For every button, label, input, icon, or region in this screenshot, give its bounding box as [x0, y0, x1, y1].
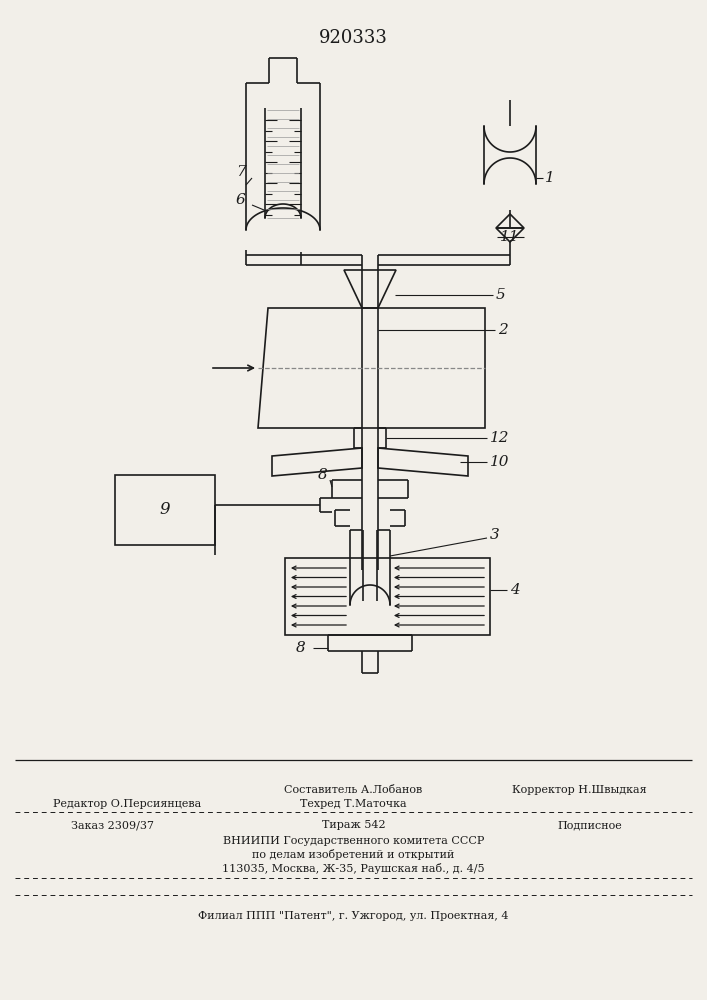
Text: Филиал ППП "Патент", г. Ужгород, ул. Проектная, 4: Филиал ППП "Патент", г. Ужгород, ул. Про…	[198, 911, 509, 921]
Text: 11: 11	[500, 230, 520, 244]
Text: Составитель А.Лобанов: Составитель А.Лобанов	[284, 785, 423, 795]
Text: 113035, Москва, Ж-35, Раушская наб., д. 4/5: 113035, Москва, Ж-35, Раушская наб., д. …	[222, 863, 485, 874]
Text: Редактор О.Персиянцева: Редактор О.Персиянцева	[53, 799, 201, 809]
Text: 9: 9	[160, 502, 170, 518]
Bar	[285, 558, 490, 635]
Text: ВНИИПИ Государственного комитета СССР: ВНИИПИ Государственного комитета СССР	[223, 836, 484, 846]
Text: 8: 8	[318, 468, 328, 482]
Text: 2: 2	[498, 323, 508, 337]
Text: 10: 10	[490, 455, 510, 469]
Text: 12: 12	[490, 431, 510, 445]
Text: 4: 4	[510, 583, 520, 597]
Text: Подписное: Подписное	[557, 820, 622, 830]
Text: 1: 1	[545, 171, 555, 185]
Text: Корректор Н.Швыдкая: Корректор Н.Швыдкая	[513, 785, 647, 795]
Text: по делам изобретений и открытий: по делам изобретений и открытий	[252, 850, 455, 860]
Text: 920333: 920333	[319, 29, 387, 47]
Text: 6: 6	[236, 193, 246, 207]
Text: Техред Т.Маточка: Техред Т.Маточка	[300, 799, 407, 809]
Bar	[115, 475, 215, 545]
Text: 5: 5	[496, 288, 506, 302]
Text: 3: 3	[490, 528, 500, 542]
Text: Тираж 542: Тираж 542	[322, 820, 385, 830]
Text: 8: 8	[296, 641, 305, 655]
Text: 7: 7	[236, 165, 246, 179]
Text: Заказ 2309/37: Заказ 2309/37	[71, 820, 153, 830]
